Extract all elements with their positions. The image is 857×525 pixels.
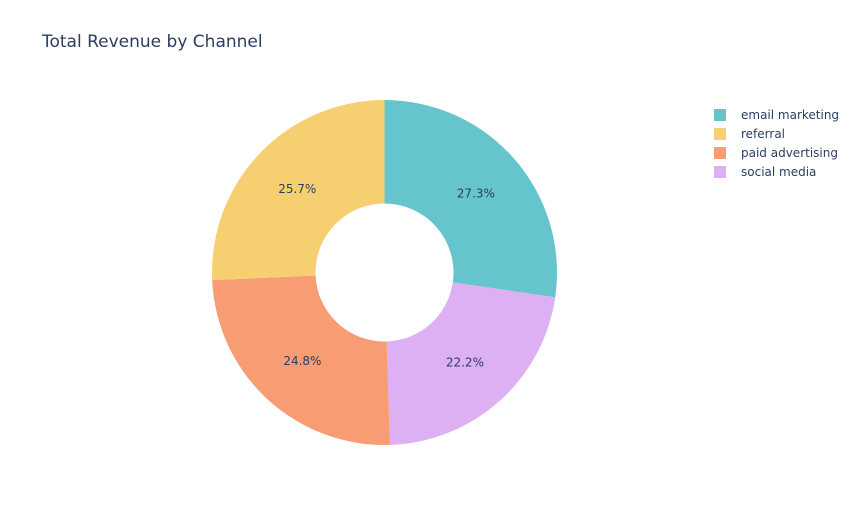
chart-title: Total Revenue by Channel xyxy=(42,32,263,52)
legend-swatch xyxy=(714,165,726,178)
slice-paid-advertising[interactable] xyxy=(212,275,390,445)
slice-label-paid-advertising: 24.8% xyxy=(283,354,321,368)
slice-label-referral: 25.7% xyxy=(278,182,316,196)
legend-item-paid-advertising[interactable]: paid advertising xyxy=(714,143,839,162)
legend-swatch xyxy=(714,108,726,121)
legend-label: social media xyxy=(741,164,817,179)
legend-label: referral xyxy=(741,126,786,141)
slice-referral[interactable] xyxy=(212,100,385,281)
legend-label: paid advertising xyxy=(741,145,838,160)
legend-item-email-marketing[interactable]: email marketing xyxy=(714,105,839,124)
legend-item-social-media[interactable]: social media xyxy=(714,162,839,181)
slice-label-email-marketing: 27.3% xyxy=(457,187,495,201)
legend-label: email marketing xyxy=(741,107,840,122)
slice-email-marketing[interactable] xyxy=(384,100,558,298)
legend-swatch xyxy=(714,146,726,159)
legend-item-referral[interactable]: referral xyxy=(714,124,839,143)
legend-swatch xyxy=(714,127,726,140)
slice-label-social-media: 22.2% xyxy=(446,356,484,370)
slice-social-media[interactable] xyxy=(386,282,556,445)
legend: email marketing referral paid advertisin… xyxy=(714,105,839,181)
